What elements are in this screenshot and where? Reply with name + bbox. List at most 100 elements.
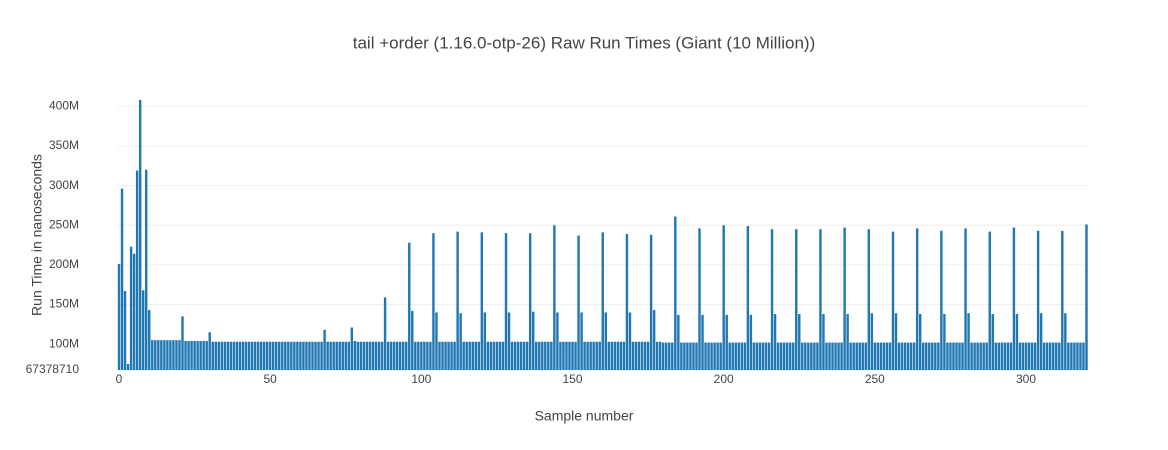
bar — [1064, 313, 1067, 370]
bar — [405, 341, 408, 370]
bar — [1073, 342, 1076, 370]
bar — [616, 341, 620, 370]
bar — [849, 342, 852, 370]
bar — [1027, 342, 1031, 370]
chart-title: tail +order (1.16.0-otp-26) Raw Run Time… — [353, 33, 815, 52]
bar — [196, 340, 199, 370]
bar — [864, 342, 867, 370]
bar — [598, 341, 601, 370]
bar — [138, 100, 142, 370]
bar — [465, 341, 468, 370]
bar — [967, 313, 970, 370]
bar — [528, 233, 532, 370]
bar — [1061, 230, 1064, 370]
y-tick-label: 200M — [49, 257, 79, 271]
bar — [782, 342, 786, 370]
bar — [976, 342, 979, 370]
bar — [731, 342, 734, 370]
bar — [450, 341, 453, 370]
bar — [293, 341, 296, 370]
y-tick-label: 300M — [49, 178, 79, 192]
bar — [915, 228, 919, 370]
bar — [547, 341, 550, 370]
y-tick-label: 100M — [49, 336, 79, 350]
bar — [244, 341, 248, 370]
bar — [734, 342, 737, 370]
bar — [565, 341, 568, 370]
bar — [163, 340, 166, 370]
bar — [622, 341, 626, 370]
x-tick-label: 50 — [264, 372, 278, 386]
bar — [816, 342, 819, 370]
bar — [592, 341, 595, 370]
bar — [707, 342, 710, 370]
bar — [1048, 342, 1052, 370]
bar — [692, 342, 695, 370]
bar — [704, 342, 707, 370]
bar — [1000, 342, 1004, 370]
bar — [516, 341, 520, 370]
bar — [931, 342, 934, 370]
bar — [296, 341, 299, 370]
y-tick-label: 400M — [49, 99, 79, 113]
bar — [912, 342, 916, 370]
bar — [344, 341, 347, 370]
bar — [1024, 342, 1028, 370]
bar — [311, 341, 314, 370]
bar — [1039, 313, 1043, 370]
bar — [1042, 342, 1046, 370]
bar — [214, 341, 217, 370]
bar — [241, 341, 245, 370]
bar — [411, 310, 414, 370]
bar — [132, 253, 136, 370]
bar — [271, 341, 275, 370]
bar — [299, 341, 302, 370]
bar — [773, 314, 777, 370]
bar — [813, 342, 816, 370]
bar — [807, 342, 810, 370]
bar — [386, 341, 390, 370]
bar — [338, 341, 341, 370]
bar — [253, 341, 257, 370]
bar — [955, 342, 958, 370]
bar — [1045, 342, 1049, 370]
bar — [625, 233, 629, 370]
bar — [1015, 314, 1019, 370]
bar — [873, 342, 877, 370]
bar — [302, 341, 305, 370]
bar — [900, 342, 904, 370]
bar — [577, 235, 580, 370]
bar — [858, 342, 861, 370]
bar — [559, 341, 562, 370]
bar — [949, 342, 952, 370]
bar — [982, 342, 985, 370]
bar — [643, 341, 647, 370]
bar — [175, 340, 178, 370]
bar — [788, 342, 792, 370]
bar — [674, 216, 677, 370]
bar — [380, 341, 384, 370]
bar — [208, 332, 211, 370]
bar — [1012, 227, 1016, 370]
bar — [909, 342, 913, 370]
x-tick-label: 250 — [865, 372, 885, 386]
y-tick-label: 150M — [49, 297, 79, 311]
bar — [928, 342, 931, 370]
bar — [610, 341, 614, 370]
bar — [172, 340, 175, 370]
bar — [861, 342, 864, 370]
bar — [435, 312, 438, 370]
bar — [1009, 342, 1013, 370]
bar — [486, 341, 490, 370]
bar — [498, 341, 502, 370]
bar — [401, 341, 405, 370]
bar — [417, 341, 420, 370]
bar — [187, 340, 190, 370]
bar — [501, 341, 505, 370]
y-tick-label: 67378710 — [26, 362, 80, 376]
bar — [985, 342, 988, 370]
bar — [389, 341, 393, 370]
bar — [795, 229, 798, 370]
bar — [462, 341, 465, 370]
bar — [1079, 342, 1082, 370]
